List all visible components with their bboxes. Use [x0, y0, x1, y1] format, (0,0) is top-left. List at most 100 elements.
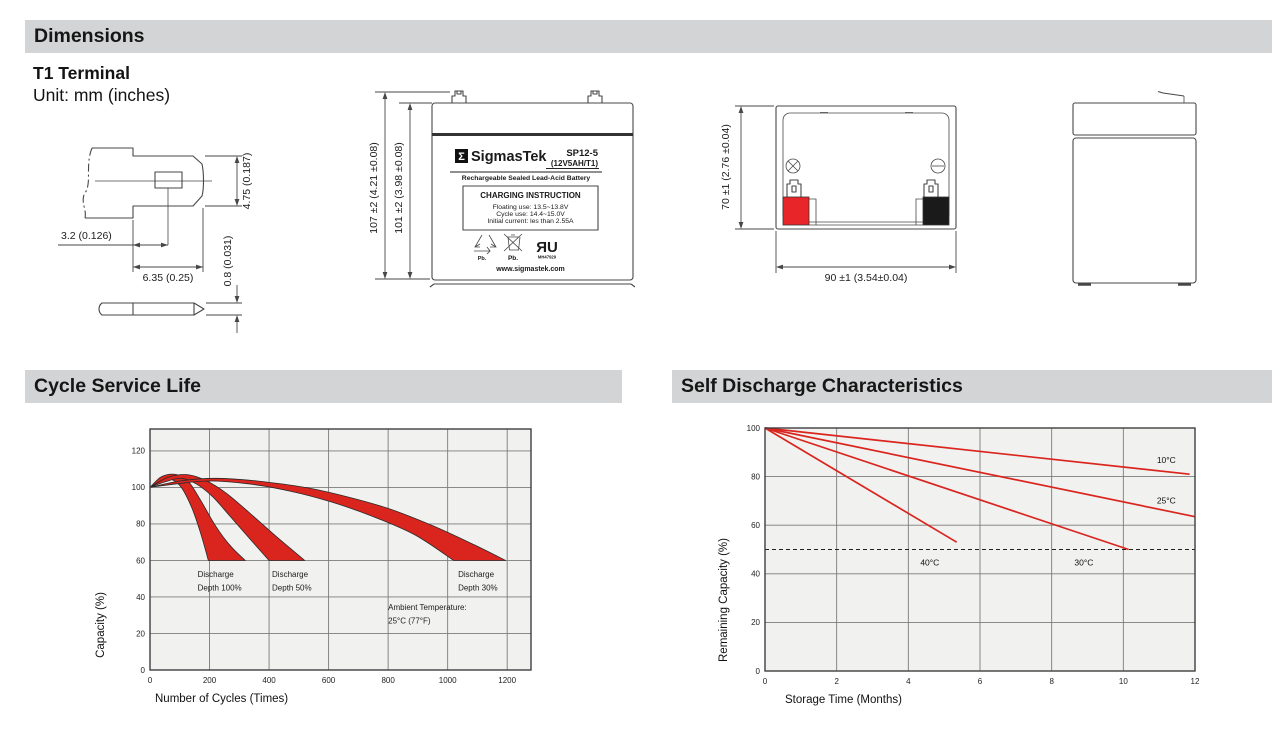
- x-tick-label: 4: [906, 677, 911, 686]
- dim-terminal-thickness: 0.8 (0.031): [222, 236, 234, 287]
- x-tick-label: 600: [322, 676, 336, 685]
- svg-text:Pb.: Pb.: [508, 255, 518, 262]
- front-left-terminal: [451, 90, 467, 103]
- front-right-terminal: [587, 90, 603, 103]
- top-left-terminal-tab: [786, 179, 802, 197]
- terminal-detail-drawing: 4.75 (0.187) 3.2 (0.126) 6.35 (0.25) 0.8…: [58, 147, 253, 333]
- top-right-terminal-tab: [923, 179, 939, 197]
- y-tick-label: 80: [751, 472, 760, 481]
- chart-annotation: Discharge: [198, 570, 235, 579]
- ul-file-number: MH47929: [538, 255, 557, 260]
- chart-annotation: Ambient Temperature:: [388, 603, 467, 612]
- dim-case-height: 101 ±2 (3.98 ±0.08): [393, 142, 405, 234]
- x-axis-label: Number of Cycles (Times): [155, 693, 288, 705]
- x-tick-label: 8: [1049, 677, 1054, 686]
- charging-line-2: Cycle use: 14.4~15.0V: [496, 211, 565, 218]
- positive-terminal-red-block: [782, 196, 810, 226]
- series-label: 30°C: [1074, 557, 1093, 567]
- battery-tagline: Rechargeable Sealed Lead-Acid Battery: [462, 175, 591, 182]
- capacity-band: [149, 474, 306, 561]
- y-tick-label: 120: [132, 447, 146, 456]
- y-tick-label: 20: [136, 629, 145, 638]
- self-discharge-chart: 10°C 25°C 30°C 40°C 0 20 40 60 80 100 0 2 4 6 8 10 12 Rem…: [718, 424, 1200, 706]
- y-tick-label: 20: [751, 618, 760, 627]
- y-tick-label: 40: [751, 570, 760, 579]
- x-axis-label: Storage Time (Months): [785, 694, 902, 706]
- svg-text:Pb.: Pb.: [478, 256, 487, 262]
- side-body-outline: [1072, 137, 1197, 284]
- y-tick-label: 80: [136, 520, 145, 529]
- series-label: 10°C: [1157, 455, 1176, 465]
- negative-terminal-mark: [930, 158, 946, 174]
- charging-title: CHARGING INSTRUCTION: [480, 191, 581, 200]
- y-tick-label: 100: [747, 424, 761, 433]
- temperature-line: [764, 427, 1129, 551]
- chart-annotation: 25°C (77°F): [388, 616, 431, 625]
- y-axis-label: Capacity (%): [95, 592, 107, 658]
- charging-line-3: Initial current: les than 2.55A: [487, 218, 574, 225]
- crossed-bin-pb-icon: Pb.: [503, 233, 523, 262]
- front-case-outline: [431, 102, 634, 281]
- front-base-line: [429, 283, 636, 288]
- temperature-line: [764, 427, 1196, 518]
- top-view-outline: [775, 105, 957, 230]
- negative-terminal-black-block: [922, 196, 950, 226]
- dim-overall-height: 107 ±2 (4.21 ±0.08): [368, 142, 380, 234]
- x-tick-label: 2: [834, 677, 839, 686]
- section-header-cycle-life: Cycle Service Life: [25, 370, 622, 403]
- chart-annotation: Depth 30%: [458, 583, 498, 592]
- series-label: 40°C: [920, 557, 939, 567]
- recycle-pb-icon: Pb.: [474, 234, 497, 262]
- x-tick-label: 800: [381, 676, 395, 685]
- terminal-profile-outline: [85, 147, 205, 219]
- temperature-line: [764, 427, 958, 543]
- dim-thickness-lines: [206, 285, 242, 333]
- x-tick-label: 10: [1119, 677, 1128, 686]
- charging-instruction-box: [462, 185, 599, 231]
- y-tick-label: 40: [136, 593, 145, 602]
- ul-recognized-icon: ЯU MH47929: [536, 239, 558, 260]
- top-view-dim-lines: [735, 105, 957, 273]
- plot-border: [149, 428, 532, 671]
- section-header-dimensions: Dimensions: [25, 20, 1272, 53]
- website-text: www.sigmastek.com: [495, 266, 565, 273]
- capacity-band: [149, 477, 507, 561]
- x-tick-label: 0: [148, 676, 153, 685]
- x-tick-label: 400: [262, 676, 276, 685]
- terminal-type-heading: T1 Terminal: [33, 63, 130, 83]
- section-title: Cycle Service Life: [34, 375, 201, 397]
- sigma-glyph: Σ: [458, 151, 465, 163]
- positive-terminal-mark: [785, 158, 801, 174]
- section-title: Self Discharge Characteristics: [681, 375, 963, 397]
- dim-terminal-height: 4.75 (0.187): [241, 153, 253, 210]
- temperature-line: [764, 427, 1190, 476]
- chart-annotation: Discharge: [458, 570, 495, 579]
- dim-width-lines: [132, 208, 204, 272]
- brand-name: SigmasTek: [471, 149, 547, 165]
- terminal-well-steps: [809, 198, 923, 226]
- sigma-logo-icon: [455, 149, 468, 163]
- top-view-inner-rim: [782, 112, 950, 223]
- dim-case-width: 90 ±1 (3.54±0.04): [825, 272, 908, 284]
- x-tick-label: 200: [203, 676, 217, 685]
- side-terminal-tab: [1157, 90, 1185, 97]
- x-tick-label: 0: [763, 677, 768, 686]
- terminal-break-edge: [82, 147, 93, 219]
- chart-annotation: Depth 100%: [198, 583, 242, 592]
- chart-annotation: Depth 50%: [272, 583, 312, 592]
- section-header-self-discharge: Self Discharge Characteristics: [672, 370, 1272, 403]
- charging-line-1: Floating use: 13.5~13.8V: [493, 204, 569, 211]
- unit-note: Unit: mm (inches): [33, 85, 171, 105]
- y-tick-label: 60: [136, 556, 145, 565]
- terminal-blade-outline: [98, 302, 205, 316]
- series-label: 25°C: [1157, 495, 1176, 505]
- plot-border: [764, 427, 1196, 672]
- svg-text:ЯU: ЯU: [536, 239, 558, 256]
- battery-top-view: 70 ±1 (2.76 ±0.04) 90 ±1 (3.54±0.04): [720, 105, 957, 284]
- y-tick-label: 100: [132, 483, 146, 492]
- dim-terminal-width: 6.35 (0.25): [143, 272, 194, 284]
- y-tick-label: 60: [751, 521, 760, 530]
- section-title: Dimensions: [34, 25, 145, 47]
